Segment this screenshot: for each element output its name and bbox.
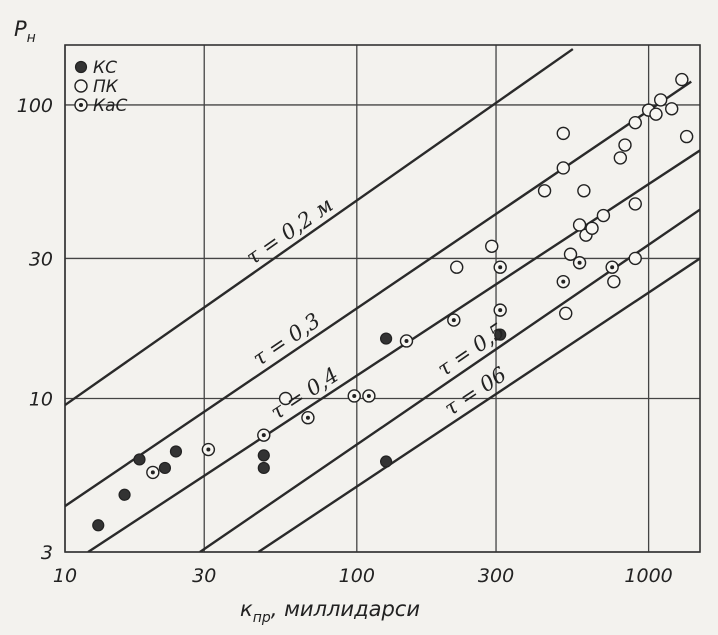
data-point [653,93,668,107]
data-point [665,102,679,116]
legend-label: ПК [93,77,119,97]
y-tick-label: 10 [29,388,53,410]
data-point [257,449,270,462]
data-point [494,328,507,341]
y-tick-label: 3 [41,542,53,564]
data-point [347,389,361,403]
tau-line [87,149,700,552]
data-point [618,138,632,152]
data-point [556,161,570,175]
tau-line [65,48,574,407]
legend-marker [74,79,88,93]
data-point [201,442,216,457]
legend-label: КС [93,58,117,78]
legend-label: КаС [93,96,127,116]
data-point [493,260,507,274]
legend-marker [74,60,88,74]
data-point [301,411,315,425]
data-point [493,303,507,317]
data-point [605,260,619,274]
data-point [278,391,293,406]
data-point [649,107,663,121]
data-point [399,334,414,348]
data-point [585,221,599,235]
data-point [257,461,270,475]
y-tick-label: 30 [29,248,53,270]
x-tick-label: 10 [53,565,77,587]
data-point [572,218,587,232]
data-point [379,332,393,345]
data-point [572,256,587,270]
data-point [379,455,393,468]
x-axis-title: кпр, миллидарси [240,597,420,626]
tau-line-label: τ = 0,3 [248,308,324,370]
data-point [563,247,578,261]
data-point [613,151,628,165]
data-point [556,274,570,289]
x-tick-label: 300 [478,565,514,587]
data-point [628,197,642,211]
grid [64,44,701,553]
data-point [679,129,694,144]
y-tick-label: 100 [17,95,53,117]
legend-marker [74,98,88,112]
x-tick-label: 30 [192,565,216,587]
tau-line [257,257,700,552]
data-point [559,306,573,321]
data-point [675,72,689,87]
data-point [257,428,271,442]
data-point [537,184,552,198]
data-point [485,239,499,253]
data-point [133,453,146,466]
tau-lines [65,48,700,552]
data-point [450,260,464,274]
data-point [577,184,591,198]
data-point [556,126,570,141]
data-point [628,115,642,130]
data-point [596,208,611,223]
data-points [92,72,694,532]
tau-line [65,80,692,508]
data-point [607,274,621,289]
x-tick-label: 1000 [624,565,672,587]
plot-frame [64,44,701,553]
data-point [118,488,131,501]
data-point [158,461,172,475]
data-point [169,445,183,458]
x-tick-label: 100 [339,565,375,587]
tau-line [199,208,700,552]
data-point [92,519,105,532]
data-point [628,251,642,266]
data-point [146,465,160,480]
y-axis-title: Pн [14,17,36,46]
data-point [362,389,376,403]
data-point [447,313,461,327]
